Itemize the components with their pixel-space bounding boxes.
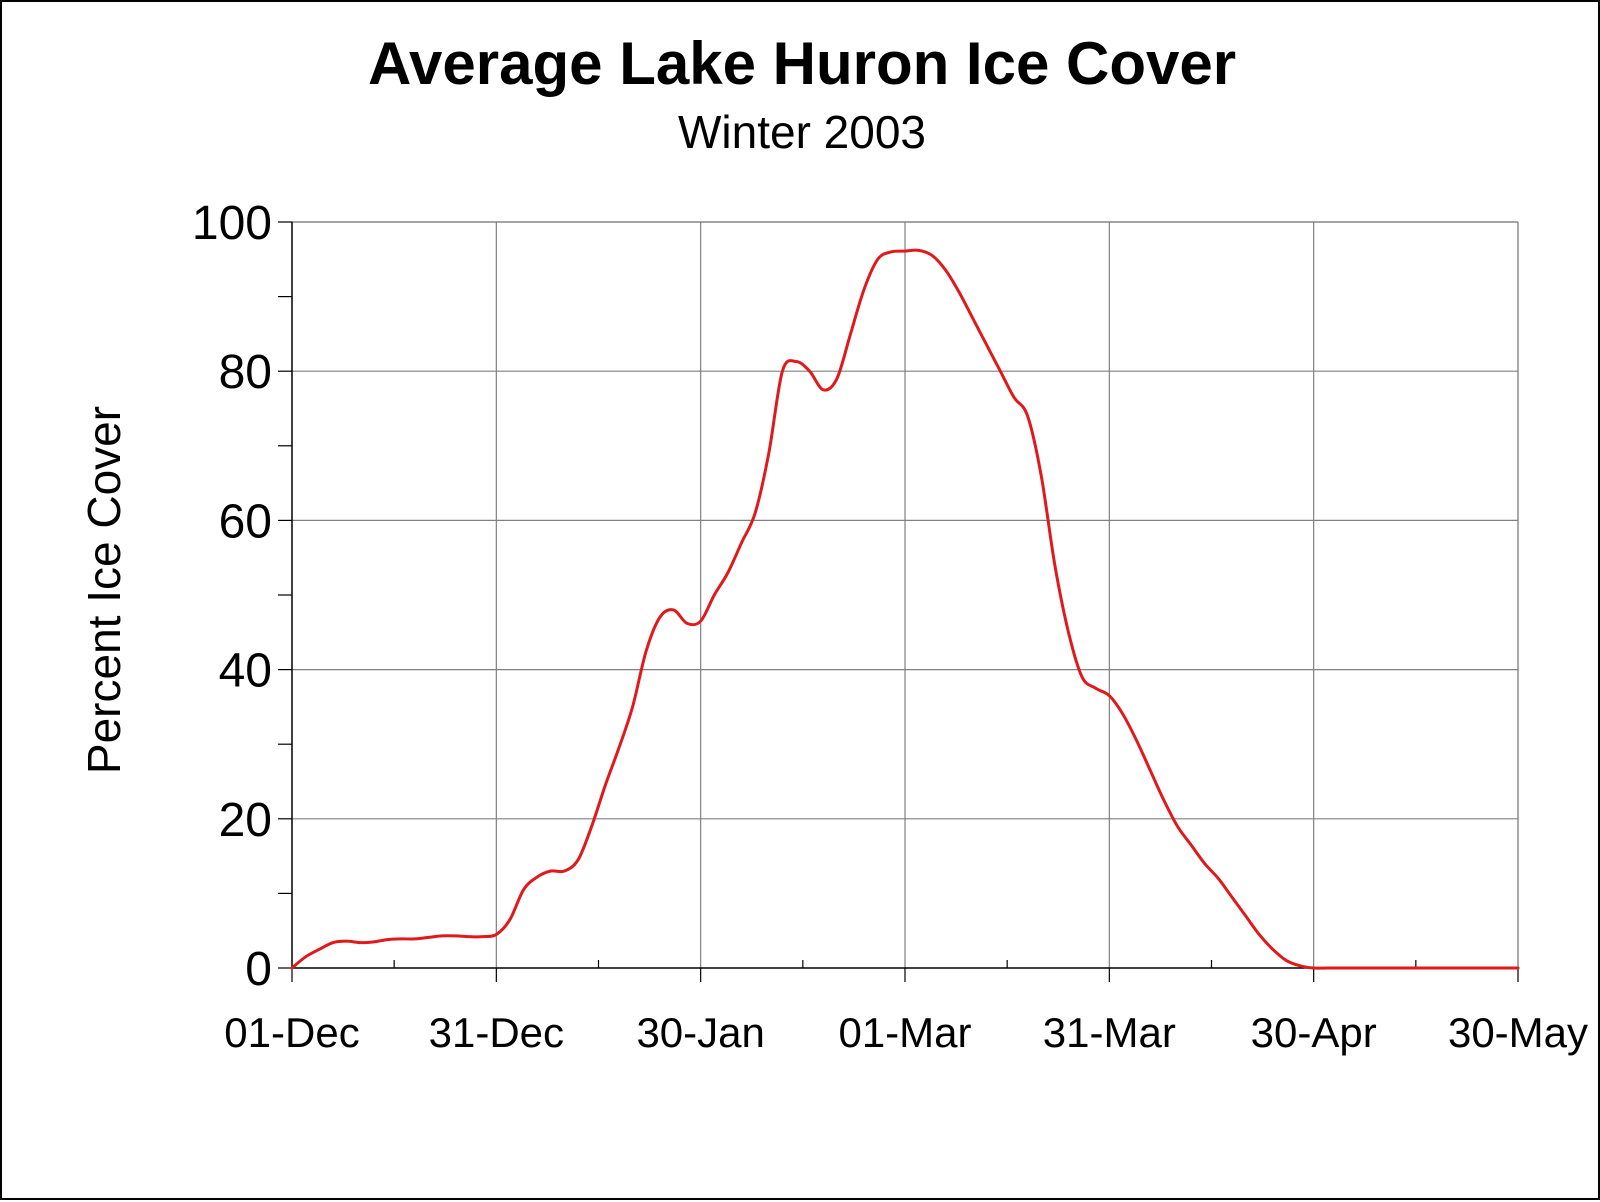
x-tick-label-30-Apr: 30-Apr (1251, 1009, 1377, 1056)
chart-subtitle: Winter 2003 (678, 106, 926, 158)
x-tick-label-31-Mar: 31-Mar (1043, 1009, 1176, 1056)
x-tick-label-30-May: 30-May (1448, 1009, 1588, 1056)
chart-title: Average Lake Huron Ice Cover (368, 30, 1236, 97)
tick-labels: 0 20 40 60 80 100 01-Dec 31-Dec 30-Jan 01-Mar 31-M… (192, 197, 1588, 1056)
y-tick-label-40: 40 (219, 645, 272, 698)
x-tick-label-30-Jan: 30-Jan (636, 1009, 764, 1056)
series-lines (290, 248, 1520, 970)
series-line-0 (290, 248, 1520, 970)
x-tick-label-01-Dec: 01-Dec (224, 1009, 359, 1056)
axes (278, 221, 1519, 982)
grid-lines (292, 221, 1519, 968)
y-tick-label-100: 100 (192, 197, 272, 250)
y-tick-label-20: 20 (219, 794, 272, 847)
y-tick-label-0: 0 (245, 943, 272, 996)
x-tick-label-31-Dec: 31-Dec (429, 1009, 564, 1056)
y-tick-label-80: 80 (219, 346, 272, 399)
y-tick-label-60: 60 (219, 495, 272, 548)
y-axis-label: Percent Ice Cover (78, 406, 130, 774)
x-tick-label-01-Mar: 01-Mar (838, 1009, 971, 1056)
